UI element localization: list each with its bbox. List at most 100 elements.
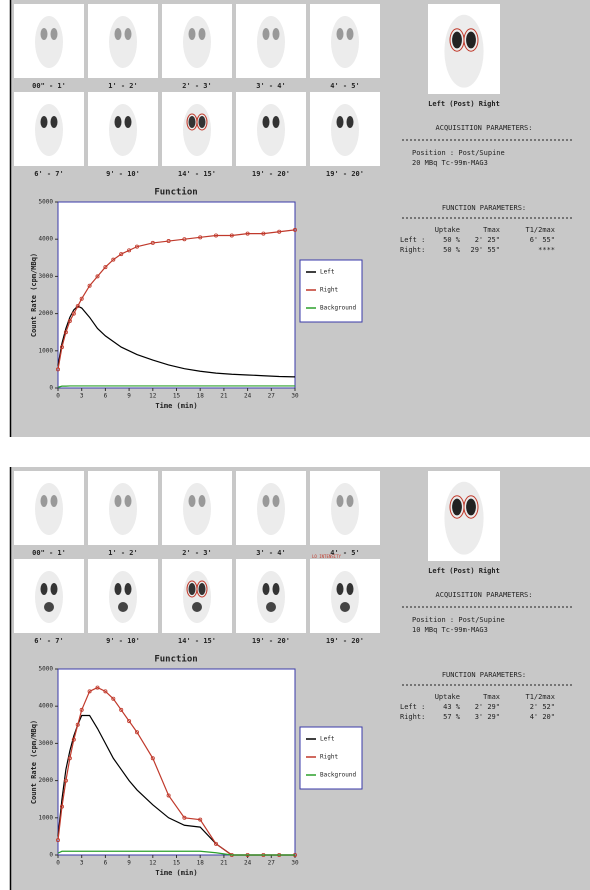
bladder — [340, 602, 350, 612]
kidney — [272, 116, 280, 128]
y-axis-label: Count Rate (cpm/MBq) — [30, 720, 38, 804]
point — [119, 252, 124, 257]
kidney — [346, 28, 354, 40]
kidney — [50, 116, 58, 128]
report-panel: 00" - 1' 1' - 2' 2' - 3' 3' - 4' 4' - 5' 6' -… — [9, 0, 590, 437]
acq-title: ACQUISITION PARAMETERS: — [436, 124, 533, 132]
y-tick-label: 4000 — [39, 703, 54, 710]
report-panel: 00" - 1' 1' - 2' 2' - 3' 3' - 4' 4' - 5' 6' -… — [9, 467, 590, 890]
table-cell: 50 % — [443, 246, 461, 254]
thumbnail-label: 1' - 2' — [108, 82, 138, 90]
point — [103, 265, 108, 270]
body-shadow — [183, 571, 211, 623]
table-cell: 2' 29" — [475, 703, 500, 711]
y-tick-label: 5000 — [39, 666, 54, 673]
point — [182, 815, 187, 820]
table-cell: 43 % — [443, 703, 461, 711]
body-shadow — [257, 16, 285, 68]
x-tick-label: 9 — [127, 860, 131, 867]
kidney — [124, 28, 132, 40]
thumbnail-label: 3' - 4' — [256, 82, 286, 90]
point — [63, 330, 68, 335]
thumbnail-label: 6' - 7' — [34, 637, 64, 645]
function-title: FUNCTION PARAMETERS: — [442, 671, 526, 679]
point — [198, 235, 203, 240]
legend-label: Left — [320, 269, 335, 276]
point — [166, 239, 171, 244]
legend-label: Background — [320, 305, 357, 312]
acq-dose: 20 MBq Tc-99m-MAG3 — [412, 159, 488, 167]
point — [56, 367, 61, 372]
x-tick-label: 6 — [104, 393, 108, 400]
kidney — [346, 495, 354, 507]
point — [166, 793, 171, 798]
note: LO INTENSITY — [312, 554, 341, 559]
point — [245, 231, 250, 236]
body-shadow — [331, 483, 359, 535]
thumbnail-label: 4' - 5' — [330, 549, 360, 557]
point — [292, 227, 297, 232]
x-tick-label: 27 — [268, 393, 276, 400]
thumbnail-label: 00" - 1' — [32, 82, 66, 90]
point — [59, 345, 64, 350]
kidney — [272, 495, 280, 507]
point — [95, 274, 100, 279]
thumbnail-label: 19' - 20' — [326, 637, 364, 645]
bladder — [192, 602, 202, 612]
acq-position: Position : Post/Supine — [412, 616, 505, 624]
table-cell: 2' 25" — [475, 236, 500, 244]
acq-dose: 10 MBq Tc-99m-MAG3 — [412, 626, 488, 634]
kidney — [50, 495, 58, 507]
table-cell: Left : — [400, 703, 425, 711]
point — [150, 240, 155, 245]
x-tick-label: 18 — [197, 393, 205, 400]
y-tick-label: 0 — [49, 385, 53, 392]
kidney — [114, 116, 122, 128]
bladder — [118, 602, 128, 612]
point — [127, 248, 132, 253]
kidney — [272, 28, 280, 40]
legend-box — [299, 259, 363, 323]
body-shadow — [257, 483, 285, 535]
legend-label: Background — [320, 772, 357, 779]
x-tick-label: 30 — [291, 393, 299, 400]
kidney — [346, 116, 354, 128]
chart-title: Function — [154, 187, 197, 198]
body-shadow — [35, 104, 63, 156]
kidney — [336, 583, 344, 595]
body-shadow — [183, 483, 211, 535]
kidney — [336, 116, 344, 128]
x-tick-label: 24 — [244, 393, 252, 400]
thumbnail-label: 00" - 1' — [32, 549, 66, 557]
kidney — [114, 583, 122, 595]
kidney — [188, 28, 196, 40]
y-tick-label: 3000 — [39, 273, 54, 280]
legend-label: Left — [320, 736, 335, 743]
table-header: Uptake — [435, 226, 460, 234]
x-tick-label: 18 — [197, 860, 205, 867]
kidney — [262, 495, 270, 507]
body-shadow — [257, 571, 285, 623]
point — [261, 231, 266, 236]
bladder — [44, 602, 54, 612]
point — [56, 838, 61, 843]
x-tick-label: 3 — [80, 393, 84, 400]
kidney — [188, 583, 196, 595]
x-tick-label: 21 — [220, 393, 228, 400]
point — [71, 311, 76, 316]
kidney — [262, 28, 270, 40]
kidney — [188, 116, 196, 128]
kidney — [40, 116, 48, 128]
table-cell: Right: — [400, 246, 425, 254]
point — [134, 244, 139, 249]
y-tick-label: 5000 — [39, 199, 54, 206]
roi — [196, 580, 208, 598]
point — [87, 283, 92, 288]
plot-area — [57, 201, 296, 389]
kidney — [50, 28, 58, 40]
table-header: Tmax — [483, 226, 500, 234]
kidney — [272, 583, 280, 595]
legend-fill — [300, 260, 362, 322]
table-cell: 57 % — [443, 713, 461, 721]
